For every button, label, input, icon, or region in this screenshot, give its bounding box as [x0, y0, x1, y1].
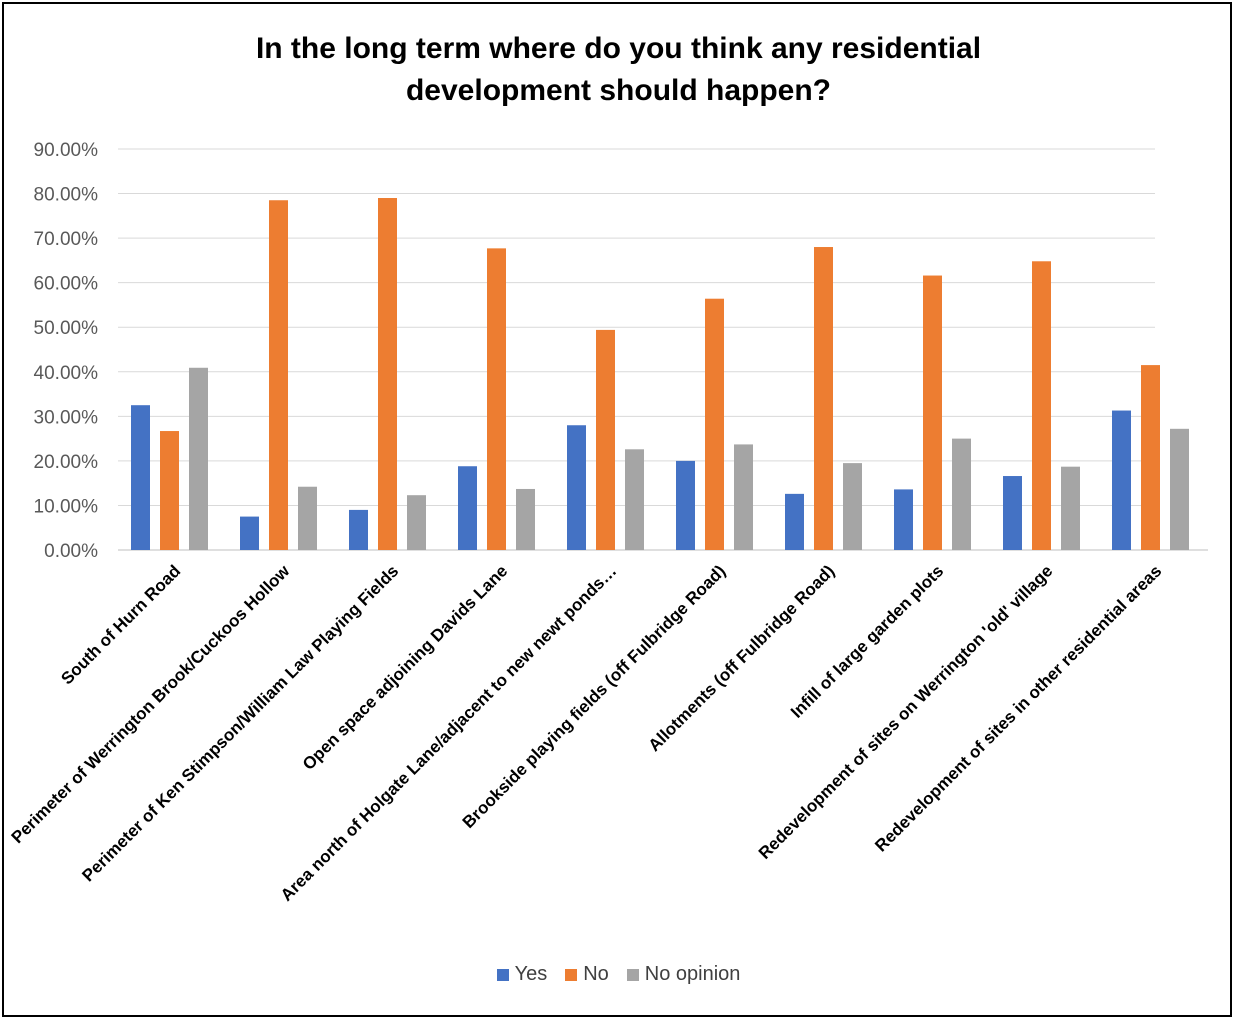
bar-yes [676, 460, 695, 550]
bar-no [923, 275, 942, 550]
y-tick-label: 30.00% [34, 407, 99, 428]
bar-no [487, 248, 506, 550]
bar-yes [458, 466, 477, 550]
bar-no-opinion [1170, 428, 1189, 550]
legend-swatch-yes [496, 968, 509, 981]
legend-item-yes: Yes [496, 963, 548, 986]
bar-no [269, 200, 288, 550]
bar-no-opinion [516, 488, 535, 550]
y-tick-label: 40.00% [34, 363, 99, 384]
legend-swatch-no [565, 968, 578, 981]
bar-no-opinion [298, 486, 317, 550]
bar-yes [1003, 476, 1022, 550]
x-category-label: Allotments (off Fulbridge Road) [645, 561, 839, 755]
bar-no [1141, 365, 1160, 550]
legend-item-no: No [565, 963, 609, 986]
chart-legend: Yes No No opinion [0, 963, 1237, 986]
y-tick-label: 50.00% [34, 318, 99, 339]
y-tick-label: 70.00% [34, 229, 99, 250]
y-tick-label: 60.00% [34, 274, 99, 295]
bar-no [1032, 261, 1051, 550]
bar-no-opinion [1061, 466, 1080, 550]
bar-no-opinion [734, 444, 753, 550]
y-tick-label: 90.00% [34, 140, 99, 161]
bar-yes [785, 493, 804, 550]
bar-no-opinion [952, 438, 971, 550]
y-tick-label: 20.00% [34, 452, 99, 473]
bar-yes [567, 425, 586, 550]
bar-no [814, 247, 833, 550]
bar-no-opinion [407, 495, 426, 550]
bar-no [705, 298, 724, 550]
bar-no [160, 431, 179, 550]
x-category-label: South of Hurn Road [57, 561, 184, 688]
bar-no-opinion [189, 367, 208, 550]
bar-no [596, 329, 615, 550]
bar-yes [131, 405, 150, 550]
chart-title-line-1: In the long term where do you think any … [255, 32, 982, 65]
bar-no-opinion [843, 463, 862, 550]
x-category-label: Open space adjoining Davids Lane [299, 561, 511, 773]
y-tick-label: 10.00% [34, 496, 99, 517]
y-tick-label: 0.00% [44, 541, 98, 562]
bar-yes [894, 489, 913, 550]
bar-no [378, 198, 397, 550]
legend-label-yes: Yes [514, 963, 548, 985]
chart-title-line-2: development should happen? [405, 74, 832, 107]
legend-label-no: No [583, 963, 609, 985]
bar-yes [349, 509, 368, 550]
bar-yes [1112, 410, 1131, 550]
legend-item-no-opinion: No opinion [626, 963, 741, 986]
bar-no-opinion [625, 449, 644, 550]
legend-swatch-no-opinion [626, 968, 639, 981]
y-tick-label: 80.00% [34, 185, 99, 206]
bar-yes [240, 516, 259, 550]
legend-label-no-opinion: No opinion [644, 963, 741, 985]
chart-title: In the long term where do you think any … [0, 28, 1237, 112]
